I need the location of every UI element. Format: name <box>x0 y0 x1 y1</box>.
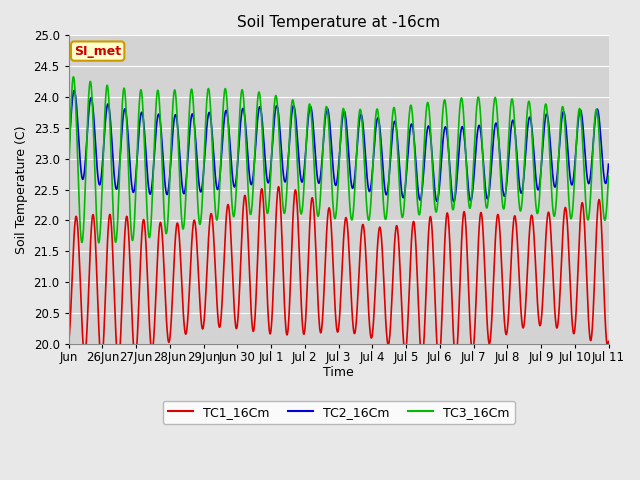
Line: TC2_16Cm: TC2_16Cm <box>68 90 609 202</box>
TC3_16Cm <box>605 173 612 179</box>
Y-axis label: Soil Temperature (C): Soil Temperature (C) <box>15 125 28 254</box>
TC3_16Cm <box>401 195 408 201</box>
TC2_16Cm <box>70 87 78 93</box>
TC1_16Cm <box>314 303 322 309</box>
TC1_16Cm <box>79 330 86 336</box>
TC2_16Cm <box>65 149 72 155</box>
TC3_16Cm <box>353 144 361 150</box>
TC1_16Cm <box>281 309 289 315</box>
TC2_16Cm <box>450 199 458 204</box>
TC2_16Cm <box>605 161 612 167</box>
TC2_16Cm <box>353 152 360 158</box>
TC3_16Cm <box>429 165 436 171</box>
TC1_16Cm <box>401 349 408 355</box>
Legend: TC1_16Cm, TC2_16Cm, TC3_16Cm: TC1_16Cm, TC2_16Cm, TC3_16Cm <box>163 401 515 424</box>
Text: SI_met: SI_met <box>74 45 121 58</box>
TC3_16Cm <box>95 240 103 246</box>
Title: Soil Temperature at -16cm: Soil Temperature at -16cm <box>237 15 440 30</box>
Line: TC1_16Cm: TC1_16Cm <box>68 187 609 362</box>
TC1_16Cm <box>115 360 122 365</box>
TC1_16Cm <box>429 233 436 239</box>
TC2_16Cm <box>79 177 86 182</box>
TC1_16Cm <box>65 339 72 345</box>
TC2_16Cm <box>281 178 289 184</box>
TC3_16Cm <box>65 172 72 178</box>
TC3_16Cm <box>69 74 77 80</box>
TC3_16Cm <box>314 214 322 219</box>
TC2_16Cm <box>428 152 436 158</box>
TC1_16Cm <box>605 338 612 344</box>
TC1_16Cm <box>275 184 282 190</box>
TC3_16Cm <box>281 209 289 215</box>
TC2_16Cm <box>314 178 322 183</box>
TC2_16Cm <box>401 192 408 198</box>
X-axis label: Time: Time <box>323 367 354 380</box>
Line: TC3_16Cm: TC3_16Cm <box>68 77 609 243</box>
TC1_16Cm <box>353 311 361 316</box>
TC3_16Cm <box>79 236 86 241</box>
